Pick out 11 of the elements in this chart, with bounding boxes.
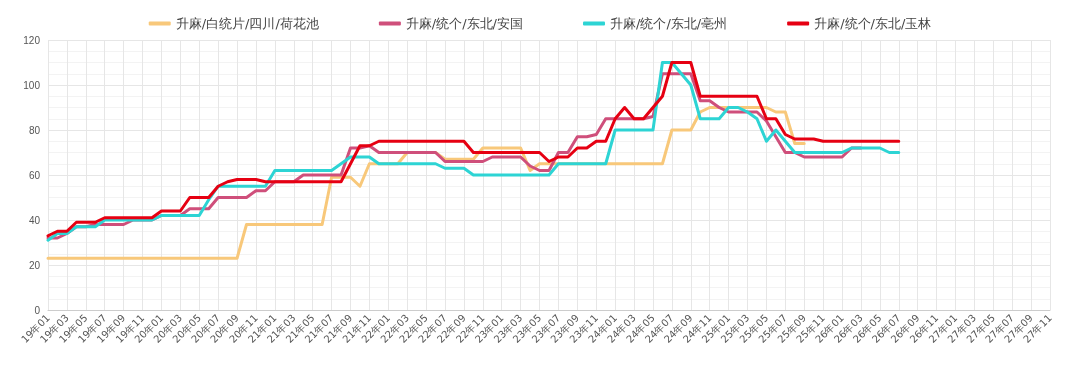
y-tick-label: 80 [28, 124, 41, 136]
y-tick-label: 20 [28, 259, 41, 271]
y-tick-label: 60 [28, 169, 41, 181]
legend-label: 升麻/统个/东北/亳州 [610, 16, 728, 31]
legend-label: 升麻/白统片/四川/荷花池 [175, 16, 319, 31]
y-tick-label: 120 [23, 34, 41, 46]
y-tick-label: 40 [28, 214, 41, 226]
legend-label: 升麻/统个/东北/安国 [405, 16, 523, 31]
y-tick-label: 100 [23, 79, 41, 91]
y-tick-label: 0 [34, 304, 41, 316]
legend-label: 升麻/统个/东北/玉林 [814, 16, 932, 31]
